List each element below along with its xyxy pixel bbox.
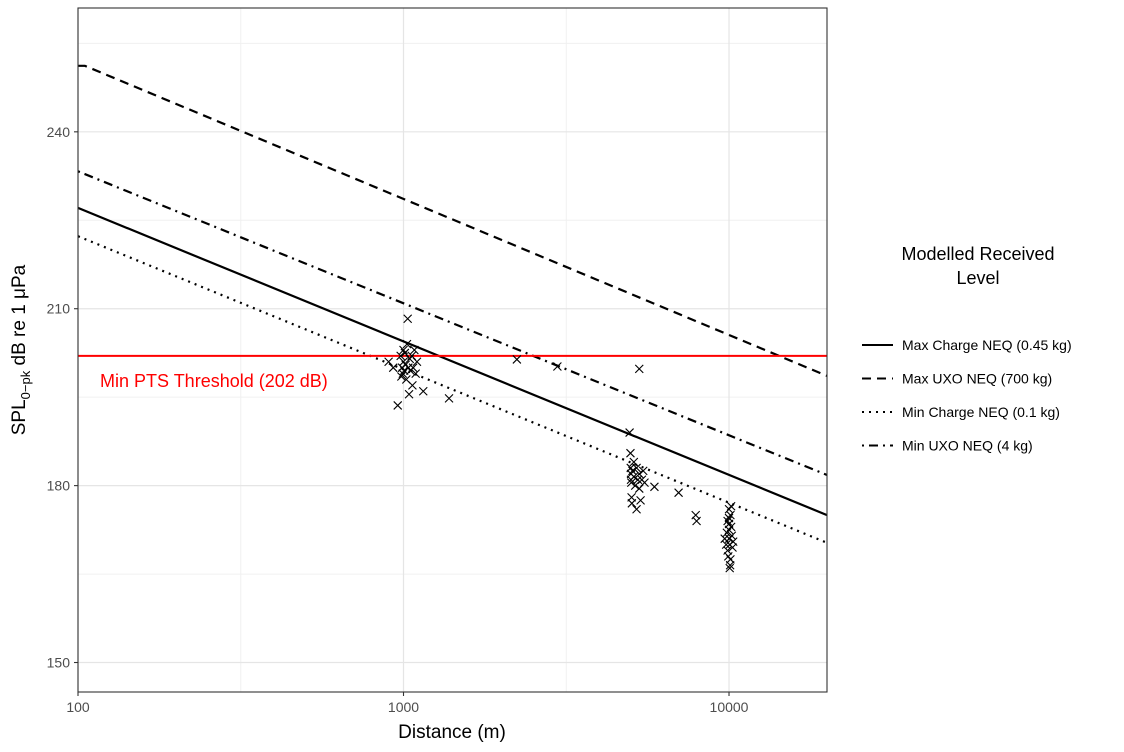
data-point xyxy=(399,366,409,376)
data-point xyxy=(625,428,634,437)
data-point xyxy=(396,372,406,381)
data-point xyxy=(404,389,414,399)
data-point xyxy=(728,537,738,547)
data-point xyxy=(403,314,413,324)
data-point xyxy=(400,348,410,358)
x-tick-label: 10000 xyxy=(710,699,749,715)
data-point xyxy=(626,448,635,458)
data-point xyxy=(627,498,637,508)
data-point xyxy=(727,531,737,541)
data-point xyxy=(388,363,398,373)
y-axis-title: SPL0−pk dB re 1 μPa xyxy=(9,264,33,435)
data-point xyxy=(726,501,736,511)
data-point xyxy=(726,510,735,520)
y-tick-label: 240 xyxy=(47,124,71,140)
data-point xyxy=(444,393,454,403)
y-tick-label: 210 xyxy=(47,301,71,317)
data-point xyxy=(723,516,732,526)
data-point xyxy=(412,357,422,367)
legend-label: Max UXO NEQ (700 kg) xyxy=(902,371,1052,387)
data-point xyxy=(512,355,522,364)
x-tick-label: 1000 xyxy=(388,699,419,715)
axes: 150 180 210 240 100 1000 10000 xyxy=(47,124,749,715)
data-point xyxy=(402,339,412,349)
panel-border xyxy=(77,7,828,693)
data-point xyxy=(399,345,408,355)
threshold-label: Min PTS Threshold (202 dB) xyxy=(100,371,328,391)
data-point xyxy=(674,488,683,498)
x-tick-label: 100 xyxy=(66,699,90,715)
data-point xyxy=(630,481,640,491)
data-point xyxy=(721,540,731,549)
y-axis-title-main: SPL xyxy=(9,399,30,435)
data-point xyxy=(638,466,648,476)
data-point xyxy=(632,504,641,514)
data-point xyxy=(650,482,659,492)
data-point xyxy=(632,463,641,473)
data-point xyxy=(634,484,644,493)
data-point xyxy=(725,563,735,573)
legend-title-line1: Modelled Received xyxy=(901,244,1054,264)
data-point xyxy=(393,401,403,410)
data-point xyxy=(726,554,735,564)
data-point xyxy=(408,363,418,373)
data-point xyxy=(396,351,406,361)
data-point xyxy=(692,516,701,526)
legend-label: Min Charge NEQ (0.1 kg) xyxy=(902,404,1060,420)
data-point xyxy=(634,469,644,479)
data-point xyxy=(553,362,562,371)
data-point xyxy=(720,534,730,544)
data-point xyxy=(384,357,394,367)
data-point xyxy=(626,478,636,488)
data-point xyxy=(408,380,417,390)
data-point xyxy=(411,369,421,378)
data-point xyxy=(628,466,637,476)
data-point xyxy=(726,522,736,532)
data-point xyxy=(629,457,639,467)
legend-label: Min UXO NEQ (4 kg) xyxy=(902,438,1033,454)
legend-label: Max Charge NEQ (0.45 kg) xyxy=(902,337,1072,353)
legend-title-line2: Level xyxy=(956,268,999,288)
data-point xyxy=(409,345,419,355)
y-tick-label: 150 xyxy=(47,655,71,671)
y-axis-title-unit: dB re 1 μPa xyxy=(9,264,30,370)
series-line-dotdash xyxy=(77,170,828,477)
y-axis-title-subscript: 0−pk xyxy=(18,370,33,399)
data-point xyxy=(634,364,644,374)
x-axis-title: Distance (m) xyxy=(398,722,506,743)
y-tick-label: 180 xyxy=(47,478,71,494)
plot-area xyxy=(77,64,828,573)
data-point xyxy=(629,472,639,482)
series-line-dashed xyxy=(78,64,828,377)
data-point xyxy=(636,495,645,505)
legend: Modelled Received Level Max Charge NEQ (… xyxy=(862,244,1072,454)
series-line-solid xyxy=(77,206,828,517)
data-point xyxy=(418,386,428,396)
legend-entries: Max Charge NEQ (0.45 kg) Max UXO NEQ (700… xyxy=(862,337,1072,454)
series-line-dotted xyxy=(77,235,828,544)
